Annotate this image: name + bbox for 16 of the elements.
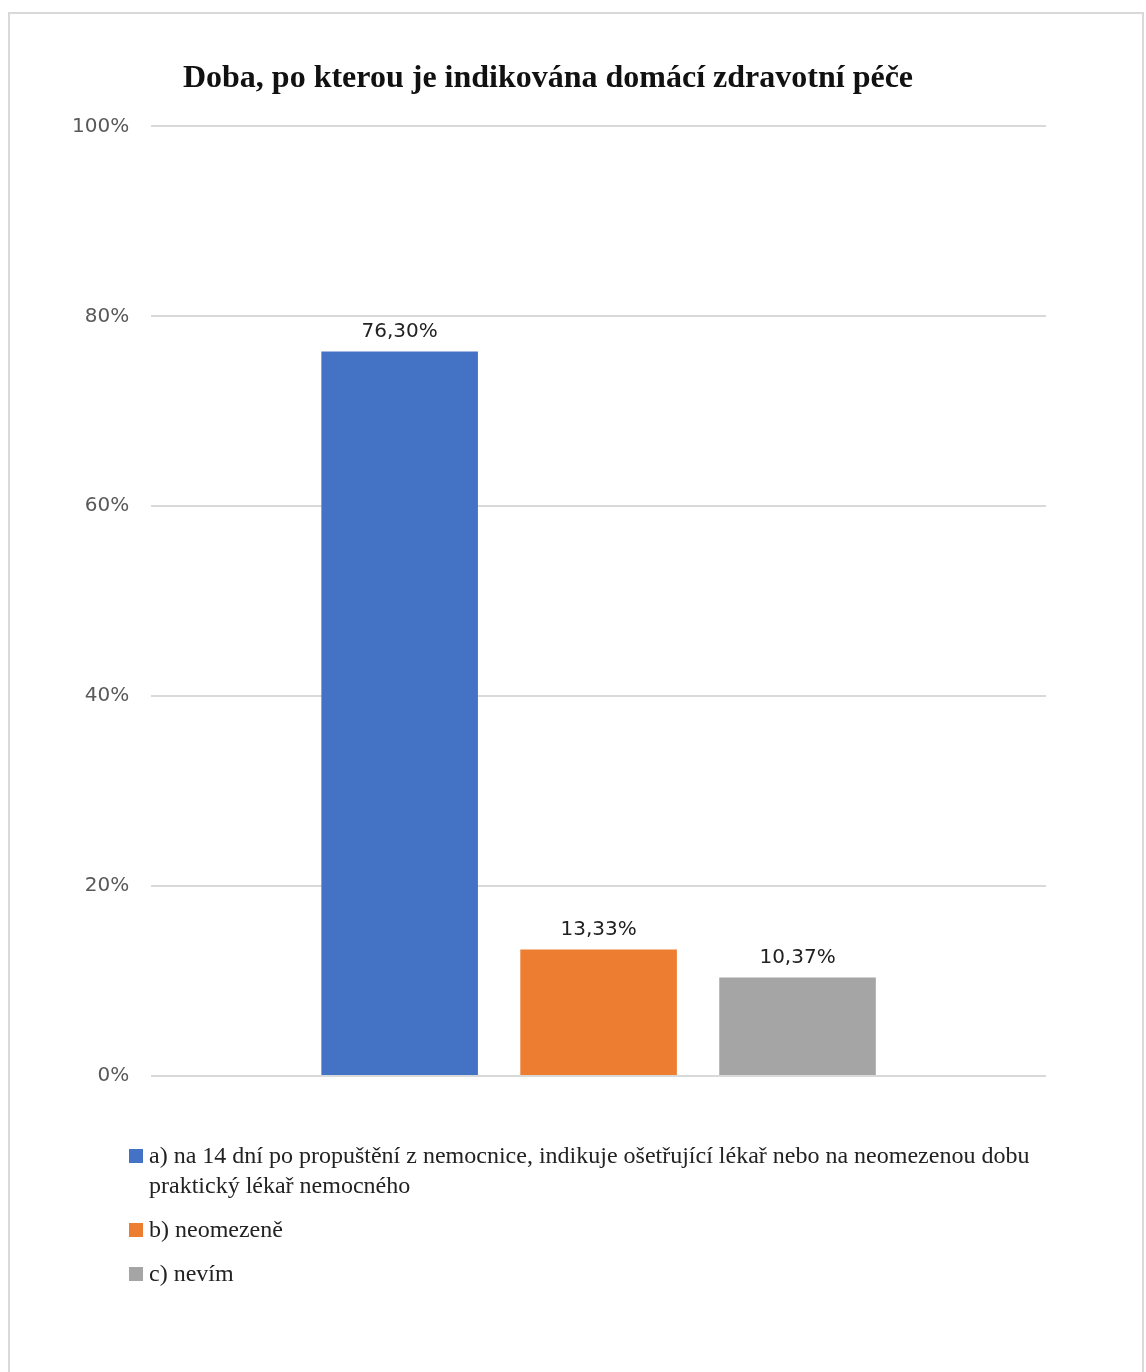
bar bbox=[520, 949, 677, 1075]
y-tick-label: 20% bbox=[84, 872, 130, 897]
legend-label: b) neomezeně bbox=[149, 1215, 283, 1244]
legend-label: a) na 14 dní po propuštění z nemocnice, indikuje ošetřující lékař nebo na neomezenou dobu praktický lékař nemocného bbox=[149, 1141, 1031, 1200]
y-tick-label: 0% bbox=[97, 1062, 130, 1087]
bar bbox=[321, 351, 478, 1075]
y-tick-label: 40% bbox=[84, 682, 130, 707]
data-label: 10,37% bbox=[759, 943, 836, 968]
chart-title: Doba, po kterou je indikována domácí zdravotní péče bbox=[182, 58, 914, 95]
bar bbox=[719, 977, 876, 1075]
y-tick-label: 60% bbox=[84, 492, 130, 517]
data-label: 76,30% bbox=[361, 317, 438, 342]
y-tick-label: 80% bbox=[84, 302, 130, 327]
data-label: 13,33% bbox=[560, 915, 637, 940]
legend-label: c) nevím bbox=[149, 1259, 234, 1288]
y-tick-label: 100% bbox=[71, 112, 130, 137]
